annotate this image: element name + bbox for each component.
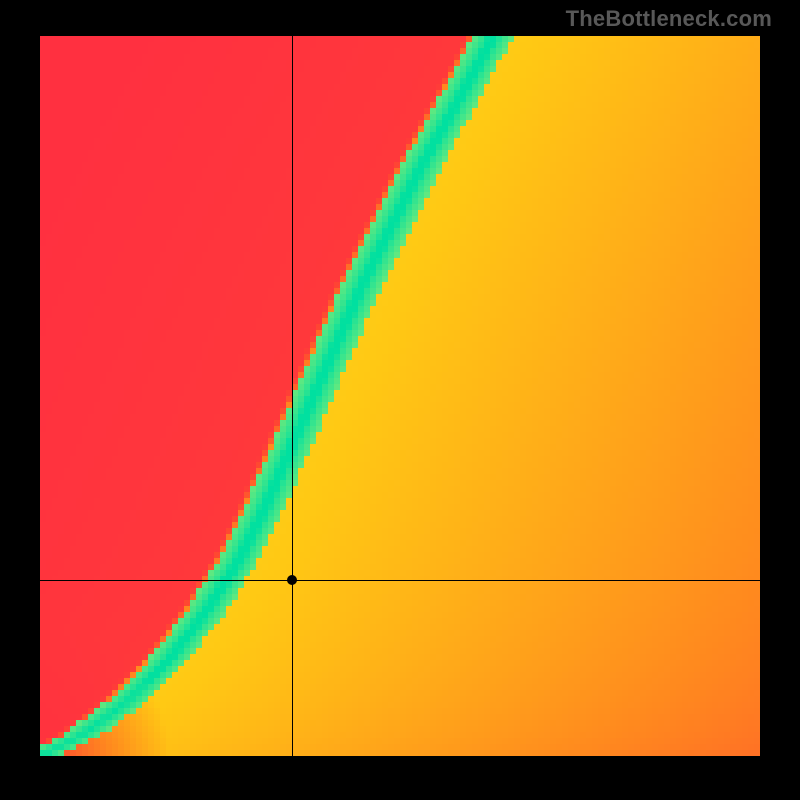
- watermark-text: TheBottleneck.com: [566, 6, 772, 32]
- crosshair-vertical-line: [292, 36, 293, 756]
- bottleneck-heatmap: [40, 36, 760, 756]
- plot-area: [40, 36, 760, 756]
- crosshair-horizontal-line: [40, 580, 760, 581]
- crosshair-marker: [287, 575, 297, 585]
